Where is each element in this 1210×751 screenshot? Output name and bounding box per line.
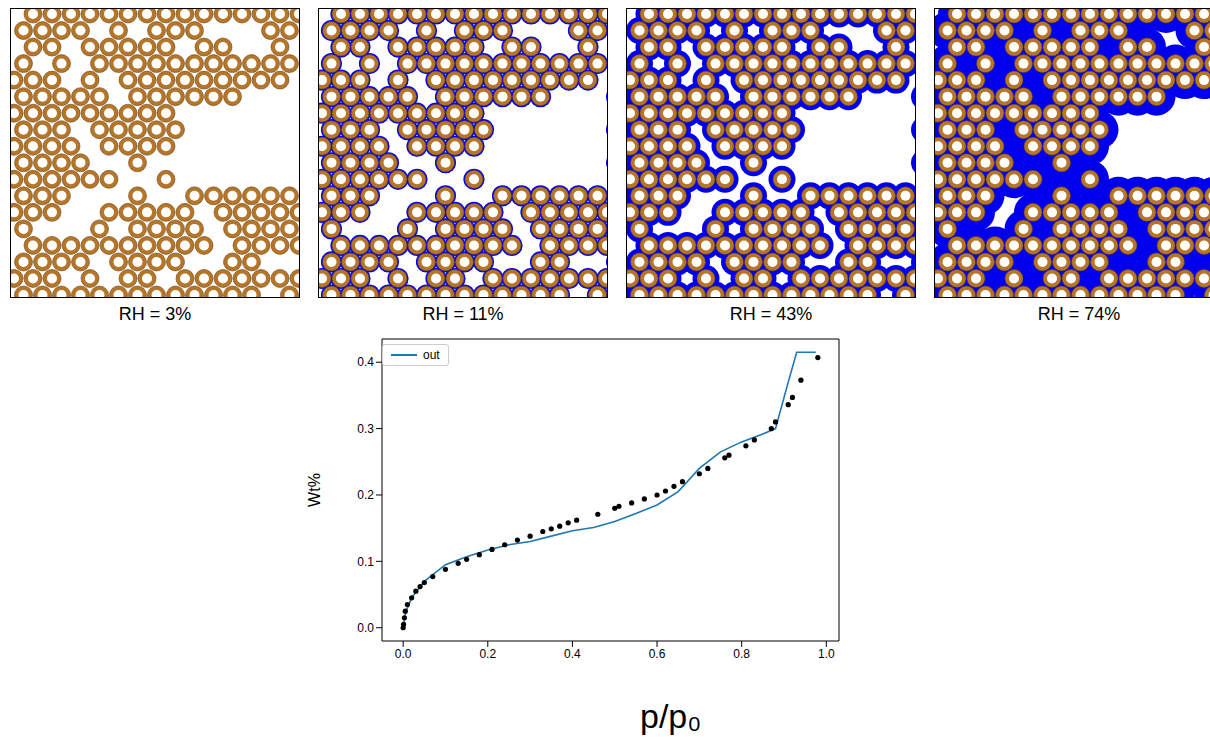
svg-text:0.4: 0.4 xyxy=(564,647,581,661)
html-text:out: out xyxy=(423,348,440,362)
svg-text:0.0: 0.0 xyxy=(395,647,412,661)
svg-text:0.6: 0.6 xyxy=(649,647,666,661)
svg-text:Wt%: Wt% xyxy=(306,473,323,507)
html-text:RH = 74%: RH = 74% xyxy=(1037,304,1121,324)
svg-text:0.3: 0.3 xyxy=(357,422,374,436)
svg-text:1.0: 1.0 xyxy=(818,647,835,661)
svg-text:0.1: 0.1 xyxy=(357,555,374,569)
svg-text:0.0: 0.0 xyxy=(357,621,374,635)
svg-text:0.8: 0.8 xyxy=(733,647,750,661)
svg-text:0.4: 0.4 xyxy=(357,355,374,369)
html-text:RH = 11%: RH = 11% xyxy=(422,304,504,324)
svg-text:0.2: 0.2 xyxy=(479,647,496,661)
html-text:RH = 3%: RH = 3% xyxy=(118,304,192,324)
svg-text:0.2: 0.2 xyxy=(357,488,374,502)
html-text:p/p₀: p/p₀ xyxy=(640,697,702,735)
html-text:RH = 43%: RH = 43% xyxy=(729,304,813,324)
